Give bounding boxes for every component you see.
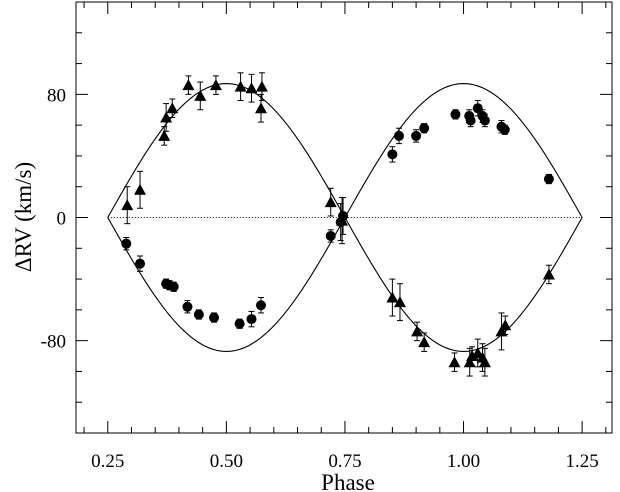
triangle-point [466,350,479,362]
circle-point [234,318,245,329]
x-tick-label: 0.25 [91,451,124,472]
y-axis-title: ΔRV (km/s) [11,162,36,272]
x-tick-label: 0.75 [328,451,361,472]
triangle-point [542,268,555,280]
triangle-point [463,356,476,368]
triangle-point [386,291,399,303]
circle-point [419,123,430,134]
circle-point [394,130,405,141]
triangle-point [478,356,491,368]
circle-point [121,238,132,249]
circle-point [255,300,266,311]
circle-point [209,312,220,323]
circle-point [543,174,554,185]
circle-point [182,301,193,312]
circle-point [193,309,204,320]
tick-labels: 0.25 0.50 0.75 1.00 1.25 -80 0 80 [41,85,599,472]
circle-point [499,124,510,135]
circle-point [472,103,483,114]
y-tick-label: 80 [47,85,66,106]
triangle-point [166,102,179,114]
circle-point [325,230,336,241]
x-tick-label: 1.00 [447,451,480,472]
triangle-point [336,214,349,226]
circle-point [246,314,257,325]
markers [121,79,555,368]
circle-point [465,115,476,126]
triangle-point [393,296,406,308]
triangle-point [448,356,461,368]
ticks [76,2,612,433]
triangle-point [255,80,268,92]
triangle-point [418,336,431,348]
triangle-point [411,325,424,337]
triangle-point [254,102,267,114]
triangle-point [158,129,171,141]
triangle-point [324,196,337,208]
circle-point [450,109,461,120]
circle-point [411,130,422,141]
triangle-point [209,79,222,91]
circle-point [387,149,398,160]
triangle-point [160,111,173,123]
circle-point [479,115,490,126]
triangle-point [495,325,508,337]
triangle-point [234,80,247,92]
triangle-point [182,79,195,91]
triangle-point [134,183,147,195]
triangle-point [121,199,134,211]
y-tick-label: -80 [41,332,66,353]
x-tick-label: 0.50 [210,451,243,472]
circle-point [135,258,146,269]
triangle-point [194,89,207,101]
x-axis-title: Phase [321,470,375,492]
y-tick-label: 0 [57,209,67,230]
triangle-point [245,82,258,94]
triangle-point [499,319,512,331]
circle-point [168,281,179,292]
x-tick-label: 1.25 [565,451,598,472]
